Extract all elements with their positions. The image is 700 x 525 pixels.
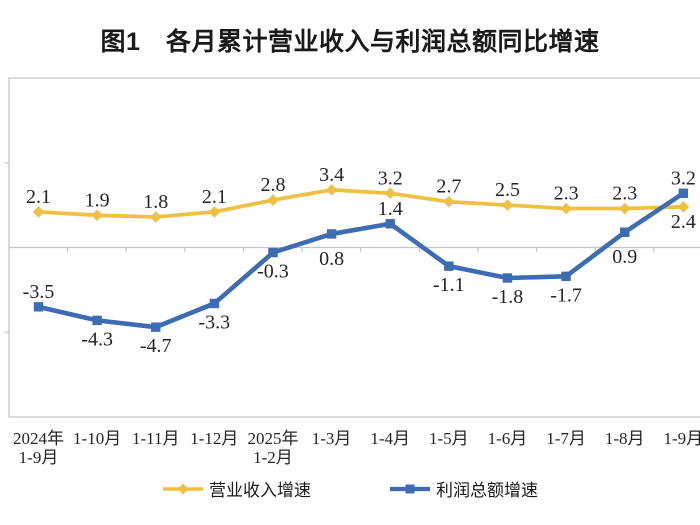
revenue-data-label: 2.5 [495, 179, 520, 201]
revenue-marker-diamond [560, 202, 572, 215]
profit-marker-square [268, 247, 278, 258]
x-axis-label: 1-4月 [370, 429, 410, 448]
revenue-data-label: 3.4 [319, 164, 344, 186]
revenue-data-label: 2.4 [671, 211, 696, 233]
profit-marker-square [326, 229, 337, 239]
profit-marker-square [209, 298, 220, 309]
revenue-data-label: 1.8 [143, 191, 168, 213]
revenue-data-label: 1.9 [85, 189, 110, 211]
legend-item-revenue: 营业收入增速 [162, 476, 311, 501]
x-axis-label: 1-7月 [546, 429, 586, 448]
legend-label-revenue: 营业收入增速 [209, 481, 311, 500]
legend-marker-profit-square [389, 481, 431, 497]
x-axis-label: 1-9月 [663, 429, 700, 448]
profit-marker-square [33, 302, 44, 312]
revenue-data-label: 2.8 [260, 174, 285, 196]
revenue-marker-diamond [325, 184, 338, 196]
legend-label-profit: 利润总额增速 [436, 481, 538, 500]
profit-data-label: -1.1 [433, 274, 465, 296]
profit-marker-square [561, 271, 571, 282]
x-axis-label: 2024年 1-9月 [13, 429, 64, 467]
revenue-data-label: 2.1 [26, 186, 51, 208]
profit-data-label: -4.7 [140, 335, 172, 357]
revenue-marker-diamond [149, 211, 162, 223]
x-axis-label: 1-10月 [73, 429, 121, 448]
profit-data-label: 3.2 [671, 167, 696, 189]
profit-data-label: 1.4 [378, 198, 403, 220]
revenue-data-label: 3.2 [378, 167, 403, 189]
revenue-marker-diamond [91, 209, 103, 222]
profit-marker-square [678, 188, 689, 198]
x-axis-label: 1-5月 [429, 429, 469, 448]
profit-data-label: 0.8 [319, 248, 344, 270]
revenue-marker-diamond [677, 201, 690, 213]
profit-marker-square [92, 315, 102, 326]
x-axis-label: 1-6月 [488, 429, 528, 448]
x-axis-label: 1-11月 [132, 429, 180, 448]
revenue-marker-diamond [618, 202, 631, 215]
x-axis-label: 1-12月 [190, 429, 238, 448]
profit-data-label: -1.7 [550, 284, 582, 306]
profit-data-label: -3.3 [199, 311, 231, 333]
revenue-data-label: 2.3 [612, 183, 637, 205]
revenue-marker-diamond [208, 206, 221, 218]
profit-marker-square [502, 273, 513, 283]
revenue-marker-diamond [443, 195, 455, 208]
revenue-marker-diamond [267, 194, 279, 206]
revenue-marker-diamond [501, 199, 514, 211]
profit-data-label: -3.5 [23, 281, 55, 303]
profit-line [37, 191, 685, 330]
revenue-marker-diamond [32, 206, 45, 218]
legend-marker-revenue-diamond [162, 481, 204, 497]
revenue-data-label: 2.7 [436, 176, 461, 198]
revenue-marker-diamond [384, 187, 397, 200]
profit-marker-square [620, 227, 630, 237]
chart-legend: 营业收入增速 利润总额增速 [0, 476, 700, 501]
profit-marker-square [151, 322, 161, 332]
x-axis-label: 2025年 1-2月 [247, 429, 298, 467]
profit-data-label: 0.9 [612, 246, 637, 268]
chart-title: 图1 各月累计营业收入与利润总额同比增速 [100, 28, 600, 56]
profit-data-label: -1.8 [492, 286, 524, 308]
revenue-data-label: 2.3 [554, 183, 579, 205]
revenue-line [38, 187, 684, 219]
x-axis-label: 1-3月 [312, 429, 352, 448]
revenue-data-label: 2.1 [202, 186, 227, 208]
profit-marker-square [385, 219, 395, 229]
profit-data-label: -4.3 [81, 328, 113, 350]
legend-item-profit: 利润总额增速 [389, 476, 538, 501]
x-axis-label: 1-8月 [605, 429, 645, 448]
profit-data-label: -0.3 [257, 261, 289, 283]
profit-marker-square [444, 261, 454, 271]
